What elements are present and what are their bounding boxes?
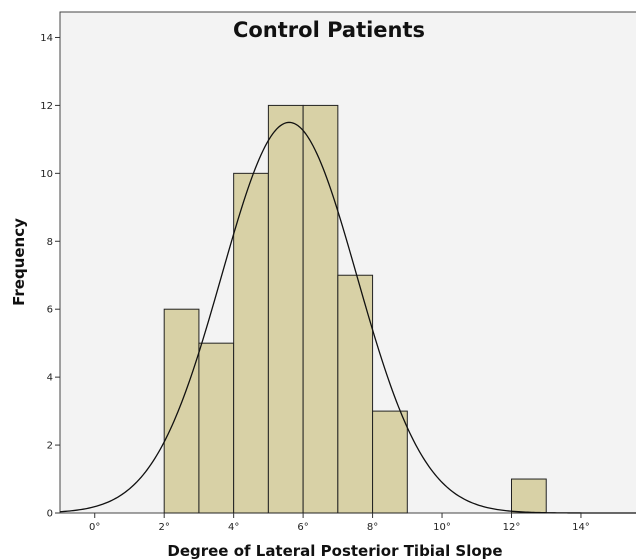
histogram-bar bbox=[510, 478, 547, 514]
x-tick-label: 14° bbox=[572, 522, 590, 533]
normal-curve bbox=[59, 121, 636, 514]
bars-group bbox=[163, 104, 547, 514]
x-tick-label: 0° bbox=[89, 522, 100, 533]
y-tick-label: 10 bbox=[40, 169, 53, 180]
x-tick-label: 6° bbox=[297, 522, 308, 533]
y-tick-label: 14 bbox=[40, 33, 53, 44]
histogram-bar bbox=[198, 342, 235, 514]
y-axis: 0 2 4 6 8 10 12 14 bbox=[40, 33, 60, 520]
histogram-bar bbox=[233, 172, 269, 514]
y-tick-label: 6 bbox=[47, 305, 53, 316]
y-tick-label: 12 bbox=[40, 101, 53, 112]
histogram-bar bbox=[372, 410, 408, 514]
x-tick-label: 4° bbox=[228, 522, 239, 533]
x-tick-label: 10° bbox=[433, 522, 451, 533]
y-tick-label: 8 bbox=[47, 237, 53, 248]
chart-title: Control Patients bbox=[233, 18, 425, 42]
histogram-bar bbox=[337, 274, 374, 514]
x-axis: 0° 2° 4° 6° 8° 10° 12° 14° bbox=[89, 513, 590, 533]
x-tick-label: 12° bbox=[503, 522, 521, 533]
histogram-bar bbox=[163, 308, 200, 514]
x-tick-label: 8° bbox=[367, 522, 378, 533]
y-tick-label: 4 bbox=[47, 373, 53, 384]
x-axis-label: Degree of Lateral Posterior Tibial Slope bbox=[167, 542, 502, 559]
x-tick-label: 2° bbox=[159, 522, 170, 533]
y-tick-label: 2 bbox=[47, 441, 53, 452]
y-axis-label: Frequency bbox=[10, 218, 28, 306]
histogram-bar bbox=[267, 104, 304, 514]
y-tick-label: 0 bbox=[47, 509, 53, 520]
histogram-bar bbox=[302, 104, 339, 514]
